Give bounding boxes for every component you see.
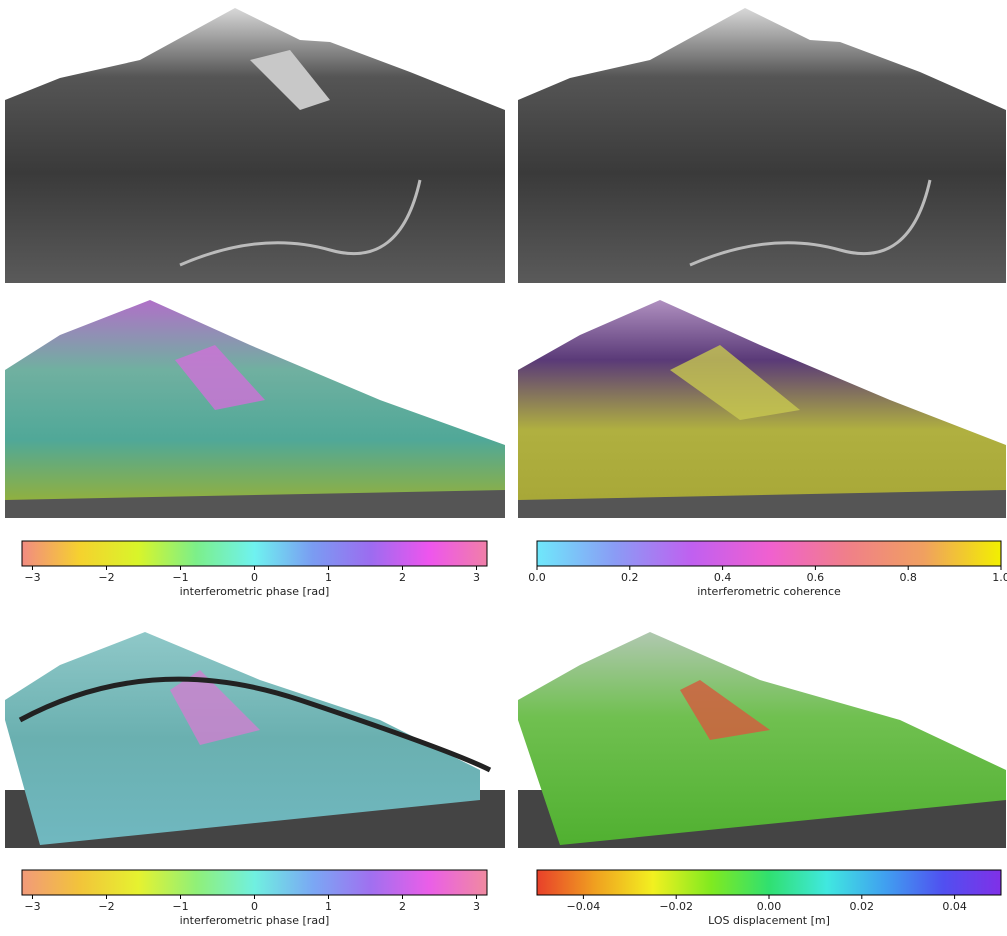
colorbar-label: interferometric phase [rad]	[180, 914, 330, 927]
tick-label: −2	[98, 571, 114, 584]
tick-label: 0.4	[714, 571, 732, 584]
displacement-overlay	[518, 630, 1006, 848]
colorbar	[21, 540, 488, 567]
tick-label: 3	[473, 571, 480, 584]
tick-label: 0.2	[621, 571, 639, 584]
colorbar-label: interferometric phase [rad]	[180, 585, 330, 598]
photo	[5, 5, 505, 283]
tick-label: 0.02	[850, 900, 875, 913]
tick-label: −1	[172, 571, 188, 584]
colorbar	[21, 869, 488, 896]
colorbar	[536, 869, 1002, 896]
colorbar-label: interferometric coherence	[697, 585, 841, 598]
tick-label: −2	[98, 900, 114, 913]
tick-label: 0.8	[899, 571, 917, 584]
tick-label: 0	[251, 571, 258, 584]
photo	[518, 5, 1006, 283]
tick-label: 1	[325, 571, 332, 584]
phase-overlay	[5, 298, 505, 518]
coherence-overlay	[518, 298, 1006, 518]
tick-label: −3	[24, 571, 40, 584]
tick-label: 0.6	[807, 571, 825, 584]
tick-label: 3	[473, 900, 480, 913]
tick-label: 1.0	[992, 571, 1007, 584]
tick-label: 0.04	[942, 900, 967, 913]
tick-label: −3	[24, 900, 40, 913]
tick-label: 1	[325, 900, 332, 913]
tick-label: 2	[399, 571, 406, 584]
tick-label: 0.00	[757, 900, 782, 913]
tick-label: −0.02	[659, 900, 693, 913]
tick-label: −0.04	[567, 900, 601, 913]
tick-label: 2	[399, 900, 406, 913]
tick-label: 0	[251, 900, 258, 913]
colorbar-label: LOS displacement [m]	[708, 914, 830, 927]
tick-label: 0.0	[528, 571, 546, 584]
colorbar	[536, 540, 1002, 567]
phase-overlay	[5, 630, 505, 848]
tick-label: −1	[172, 900, 188, 913]
